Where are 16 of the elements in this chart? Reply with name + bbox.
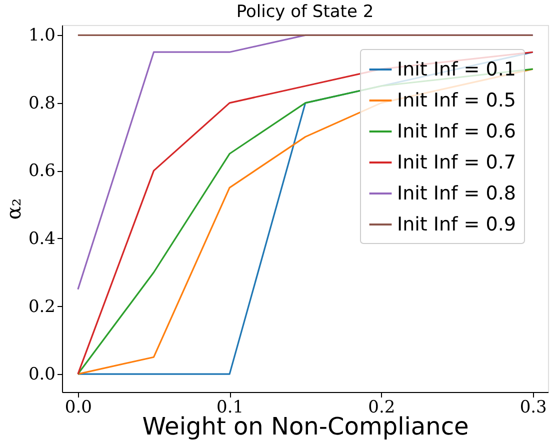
- legend-label: Init Inf = 0.1: [397, 58, 516, 80]
- x-tick-label: 0.0: [64, 398, 92, 418]
- legend-label: Init Inf = 0.7: [397, 152, 516, 174]
- legend-label: Init Inf = 0.5: [397, 90, 516, 112]
- y-tick-label: 0.4: [28, 228, 56, 249]
- chart-title: Policy of State 2: [236, 2, 374, 22]
- y-tick-label: 0.6: [28, 161, 56, 182]
- y-tick-label: 0.8: [28, 93, 56, 114]
- y-tick-label: 0.0: [28, 364, 56, 385]
- y-tick-label: 0.2: [28, 296, 56, 317]
- x-tick-label: 0.3: [520, 398, 547, 418]
- legend-label: Init Inf = 0.6: [397, 120, 516, 142]
- legend-label: Init Inf = 0.8: [397, 182, 516, 204]
- y-tick-label: 1.0: [28, 26, 56, 46]
- legend-label: Init Inf = 0.9: [397, 214, 516, 236]
- y-axis-title: α₂: [1, 198, 26, 220]
